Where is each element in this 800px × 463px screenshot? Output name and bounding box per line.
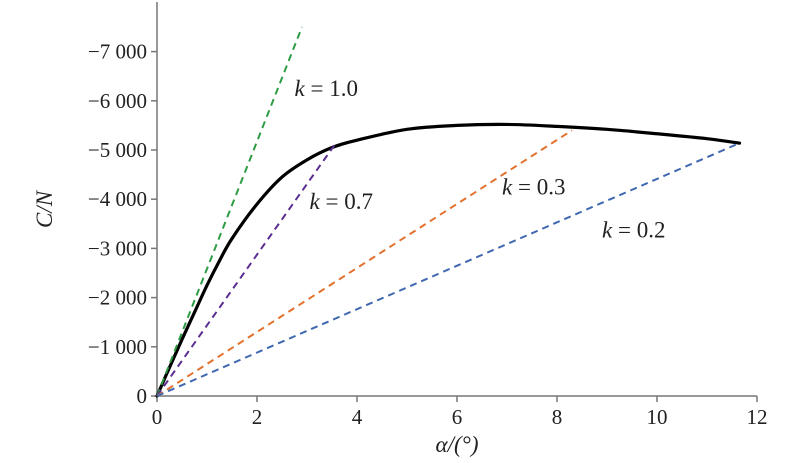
x-tick-label: 0 (152, 405, 163, 429)
series-line-k-0-3 (156, 129, 573, 397)
series-line-measured (155, 122, 742, 398)
x-tick-label: 12 (747, 405, 768, 429)
x-tick-label: 2 (252, 405, 263, 429)
curve-label: k = 0.2 (602, 218, 665, 243)
series-line-k-0-7 (156, 144, 336, 397)
y-tick-label: −5 000 (88, 138, 147, 162)
y-tick-label: −1 000 (88, 335, 147, 359)
curve-label: k = 1.0 (295, 76, 358, 101)
y-tick-label: −3 000 (88, 236, 147, 260)
y-tick-label: −2 000 (88, 286, 147, 310)
curve-label: k = 0.7 (310, 189, 373, 214)
y-axis-label: C/N (32, 189, 57, 228)
x-tick-label: 4 (352, 405, 363, 429)
curve-label: k = 0.3 (502, 174, 565, 199)
curve-labels: k = 1.0 k = 0.7 k = 0.3 k = 0.2 (295, 76, 666, 243)
y-tick-label: −6 000 (88, 89, 147, 113)
y-tick-label: 0 (137, 384, 148, 408)
y-tick-label: −4 000 (88, 187, 147, 211)
x-tick-label: 8 (552, 405, 563, 429)
axes: 0 2 4 6 8 10 12 0 −1 000 −2 000 −3 000 −4 000 −5 000… (88, 2, 768, 429)
series-line-k-0-2 (156, 142, 740, 397)
y-tick-label: −7 000 (88, 40, 147, 64)
x-axis-label: α/(°) (436, 432, 479, 457)
series-line-k-1-0 (156, 26, 303, 397)
series-group (155, 26, 742, 398)
x-tick-label: 10 (647, 405, 668, 429)
x-tick-label: 6 (452, 405, 463, 429)
